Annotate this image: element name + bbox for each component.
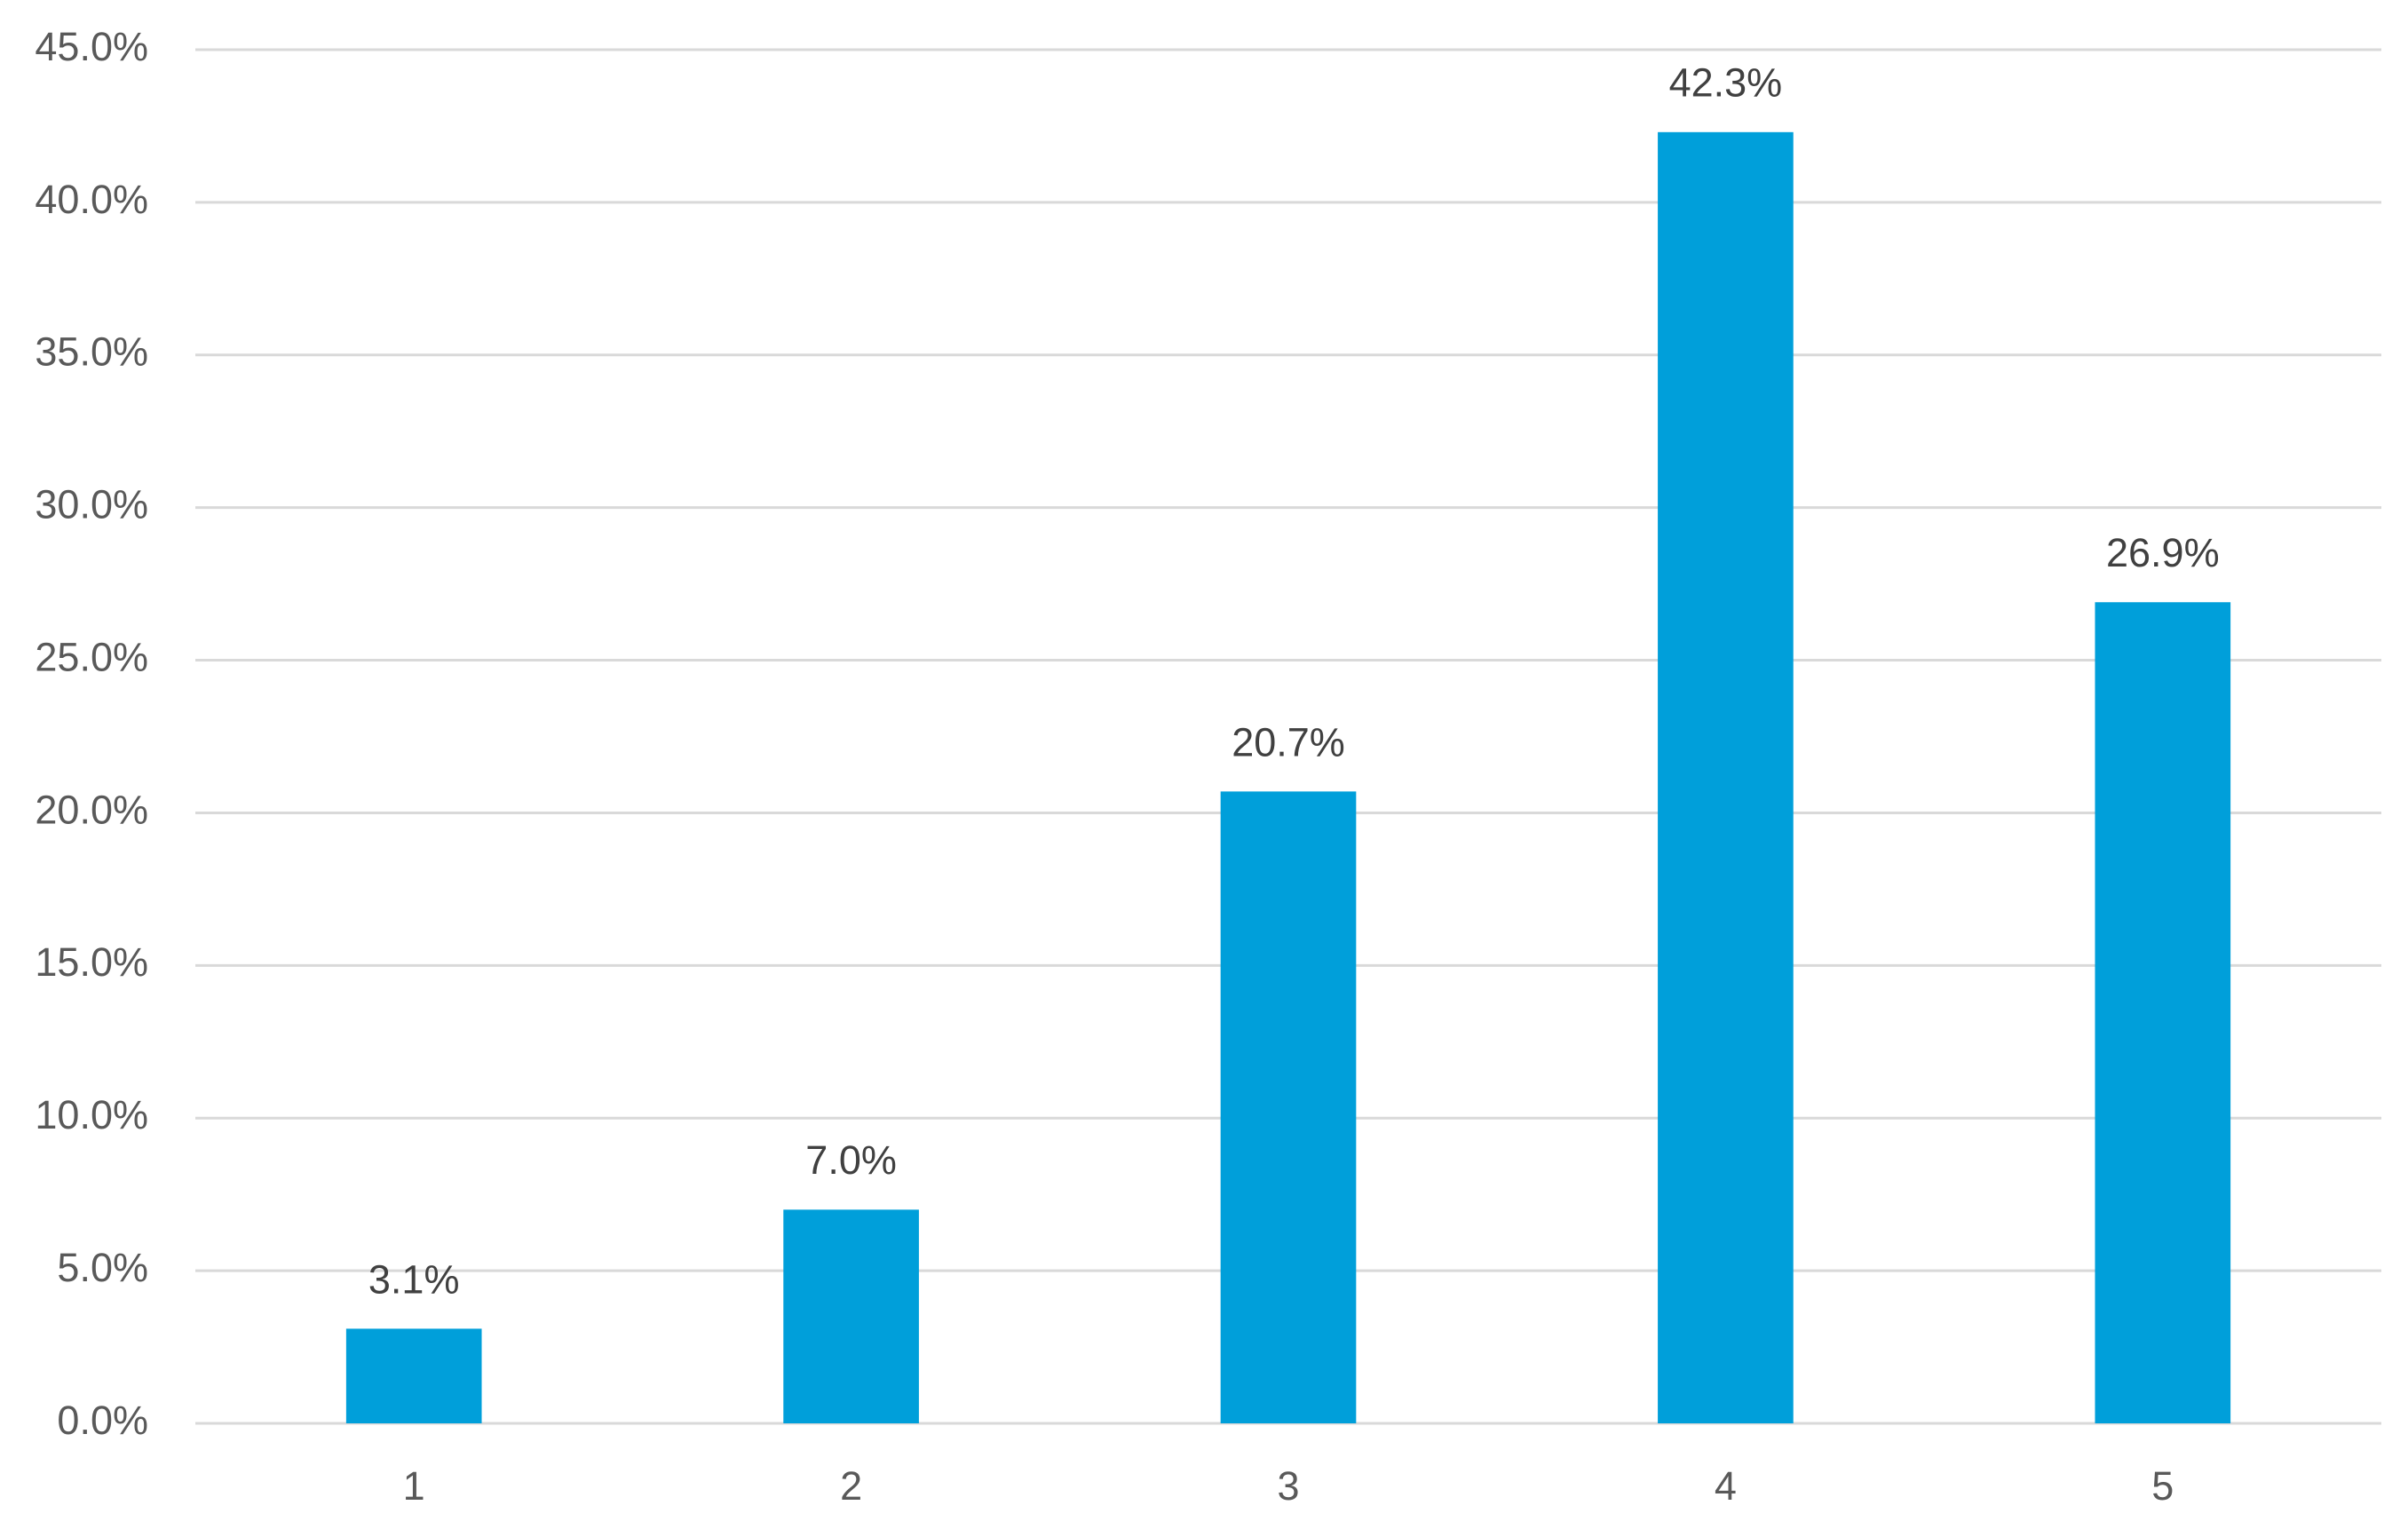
x-tick-label: 3 xyxy=(1277,1463,1299,1509)
bar xyxy=(2095,602,2231,1423)
y-tick-label: 35.0% xyxy=(35,329,148,375)
x-tick-label: 4 xyxy=(1715,1463,1737,1509)
y-tick-label: 5.0% xyxy=(57,1245,148,1290)
x-tick-label: 5 xyxy=(2151,1463,2174,1509)
data-label: 20.7% xyxy=(1232,719,1345,764)
y-tick-label: 25.0% xyxy=(35,634,148,679)
x-tick-label: 1 xyxy=(403,1463,425,1509)
y-tick-label: 20.0% xyxy=(35,787,148,832)
y-tick-label: 45.0% xyxy=(35,24,148,69)
data-label: 3.1% xyxy=(368,1256,460,1302)
bar xyxy=(783,1209,919,1423)
bar xyxy=(1658,131,1794,1423)
y-tick-label: 15.0% xyxy=(35,939,148,985)
x-tick-label: 2 xyxy=(840,1463,862,1509)
bar xyxy=(345,1328,482,1423)
data-label: 7.0% xyxy=(805,1137,897,1183)
data-label: 26.9% xyxy=(2106,530,2220,575)
y-tick-label: 30.0% xyxy=(35,482,148,527)
bar xyxy=(1220,791,1357,1423)
y-tick-label: 10.0% xyxy=(35,1092,148,1137)
y-tick-label: 0.0% xyxy=(57,1398,148,1443)
data-label: 42.3% xyxy=(1669,60,1783,106)
y-tick-label: 40.0% xyxy=(35,177,148,222)
